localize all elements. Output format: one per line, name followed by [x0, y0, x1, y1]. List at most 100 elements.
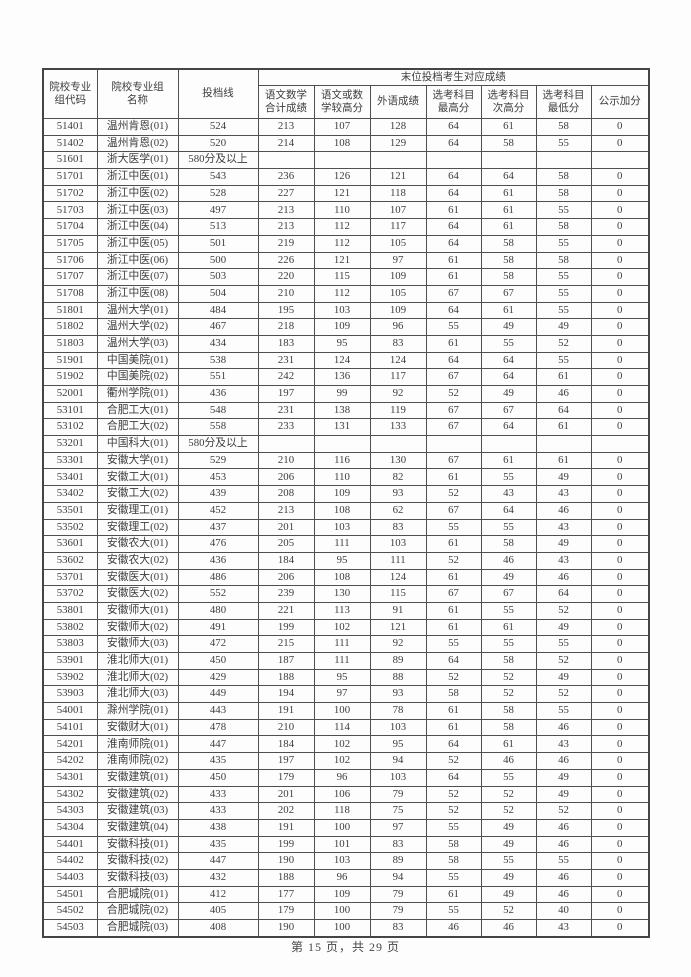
table-cell: 111: [313, 635, 371, 653]
table-cell: 52: [535, 685, 592, 704]
table-cell: 安徽农大(01): [96, 535, 179, 553]
table-cell: 55: [425, 868, 482, 887]
table-cell: 52: [480, 668, 537, 687]
table-cell: 117: [369, 218, 427, 236]
table-row: 54304 安徽建筑(04) 438 191 100 97 55 49 46 0: [42, 818, 650, 837]
table-row: 54303 安徽建筑(03) 433 202 118 75 52 52 52 0: [42, 802, 650, 820]
table-cell: 197: [257, 752, 315, 770]
table-cell: 78: [369, 702, 427, 720]
table-cell: 0: [590, 218, 650, 236]
table-cell: 0: [590, 835, 650, 854]
table-cell: 52: [535, 334, 592, 353]
table-cell: 53401: [42, 468, 98, 487]
table-cell: 55: [480, 768, 537, 787]
table-cell: 188: [257, 668, 315, 687]
table-cell: 51701: [42, 168, 98, 186]
table-cell: 128: [369, 118, 427, 136]
table-row: 54502 合肥城院(02) 405 179 100 79 55 52 40 0: [42, 902, 650, 920]
table-cell: [369, 151, 427, 170]
table-cell: 0: [590, 868, 650, 887]
table-cell: 51802: [42, 318, 98, 336]
table-cell: 54304: [42, 818, 98, 837]
table-cell: 53101: [42, 401, 98, 420]
table-cell: 0: [590, 501, 650, 520]
table-row: 52001 衢州学院(01) 436 197 99 92 52 49 46 0: [42, 385, 650, 403]
table-cell: 46: [480, 752, 537, 770]
table-cell: 130: [313, 585, 371, 603]
table-cell: 206: [257, 568, 315, 587]
table-cell: 102: [313, 752, 371, 770]
table-cell: 177: [257, 885, 315, 904]
table-cell: 安徽工大(01): [96, 468, 179, 487]
table-cell: 53402: [42, 485, 98, 503]
table-cell: 64: [535, 401, 592, 420]
table-row: 54501 合肥城院(01) 412 177 109 79 61 49 46 0: [42, 885, 650, 904]
table-header: 院校专业 组代码 院校专业组 名称 投档线 末位投档考生对应成绩 语文数学 合计…: [42, 68, 650, 119]
table-cell: 49: [535, 535, 592, 553]
table-cell: 412: [177, 885, 259, 904]
table-cell: 合肥工大(01): [96, 401, 179, 420]
table-row: 54201 淮南师院(01) 447 184 102 95 64 61 43 0: [42, 735, 650, 754]
table-cell: 61: [425, 618, 482, 637]
table-cell: 54502: [42, 902, 98, 920]
table-cell: 99: [313, 385, 371, 403]
table-row: 51701 浙江中医(01) 543 236 126 121 64 64 58 0: [42, 168, 650, 186]
table-cell: 46: [535, 818, 592, 837]
table-cell: 96: [313, 868, 371, 887]
table-cell: 529: [177, 451, 259, 470]
table-cell: 101: [313, 835, 371, 854]
table-cell: 109: [369, 268, 427, 286]
table-cell: 49: [480, 568, 537, 587]
table-row: 54202 淮南师院(02) 435 197 102 94 52 46 46 0: [42, 752, 650, 770]
table-cell: 53903: [42, 685, 98, 704]
table-row: 51705 浙江中医(05) 501 219 112 105 64 58 55 0: [42, 234, 650, 253]
table-cell: 434: [177, 334, 259, 353]
table-cell: 0: [590, 268, 650, 286]
table-cell: 43: [535, 735, 592, 754]
table-cell: 53701: [42, 568, 98, 587]
table-cell: 113: [313, 601, 371, 620]
table-cell: 58: [480, 134, 537, 153]
table-cell: 201: [257, 518, 315, 537]
table-cell: 64: [425, 168, 482, 186]
table-row: 54402 安徽科技(02) 447 190 103 89 58 55 55 0: [42, 852, 650, 870]
table-cell: 191: [257, 702, 315, 720]
table-cell: 52: [425, 785, 482, 804]
table-cell: 53802: [42, 618, 98, 637]
col-header-group-name: 院校专业组 名称: [96, 68, 179, 119]
table-cell: 0: [590, 468, 650, 487]
table-cell: 436: [177, 551, 259, 570]
table-cell: 51801: [42, 301, 98, 320]
table-cell: 79: [369, 902, 427, 920]
table-cell: 95: [313, 551, 371, 570]
col-header-last-admitted-scores: 末位投档考生对应成绩: [257, 68, 650, 86]
table-cell: 89: [369, 652, 427, 670]
table-cell: 187: [257, 652, 315, 670]
table-cell: 55: [535, 301, 592, 320]
table-cell: [313, 435, 371, 453]
table-cell: [590, 435, 650, 453]
table-cell: 64: [480, 501, 537, 520]
table-cell: 49: [535, 768, 592, 787]
table-cell: 46: [535, 718, 592, 737]
table-row: 53701 安徽医大(01) 486 206 108 124 61 49 46 0: [42, 568, 650, 587]
table-row: 53601 安徽农大(01) 476 205 111 103 61 58 49 0: [42, 535, 650, 553]
table-cell: 110: [313, 468, 371, 487]
table-cell: 淮南师院(02): [96, 752, 179, 770]
table-cell: 61: [535, 451, 592, 470]
table-cell: 49: [535, 618, 592, 637]
table-cell: 107: [369, 201, 427, 220]
table-cell: 0: [590, 368, 650, 386]
table-cell: 52: [425, 802, 482, 820]
table-cell: 浙江中医(06): [96, 251, 179, 270]
table-cell: 0: [590, 118, 650, 136]
table-cell: 46: [535, 568, 592, 587]
table-cell: 580分及以上: [177, 151, 259, 170]
table-cell: 115: [313, 268, 371, 286]
table-cell: 83: [369, 334, 427, 353]
table-cell: 51706: [42, 251, 98, 270]
table-cell: 55: [535, 268, 592, 286]
table-cell: 233: [257, 418, 315, 437]
table-cell: 0: [590, 451, 650, 470]
table-cell: 61: [480, 218, 537, 236]
